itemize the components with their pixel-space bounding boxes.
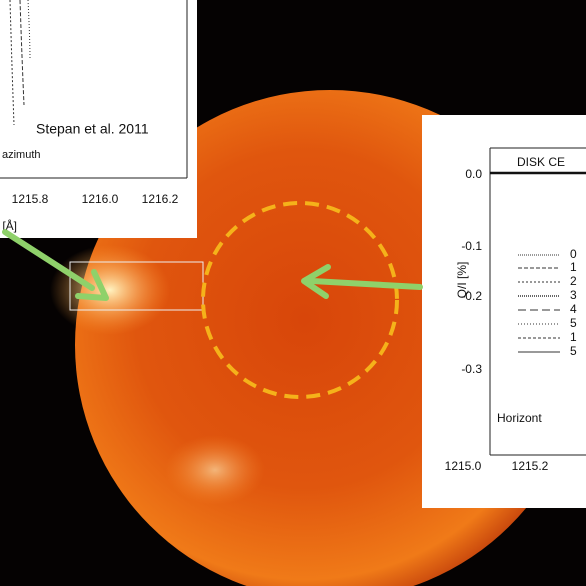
y-tick-label: -0.2 — [461, 289, 482, 303]
legend-label: 2 — [570, 274, 577, 288]
x-tick-label: 1216.2 — [142, 192, 179, 206]
x-tick-label: 1215.2 — [512, 459, 549, 473]
y-tick-label: -0.3 — [461, 362, 482, 376]
x-tick-label: 1215.8 — [12, 192, 49, 206]
note: Horizont — [497, 411, 542, 425]
legend-label: 1 — [570, 330, 577, 344]
legend-label: 4 — [570, 302, 577, 316]
y-tick-label: 0.0 — [465, 167, 482, 181]
screenshot: Stepan et al. 2011 azimuth 1215.8 1216.0… — [0, 0, 586, 586]
legend-label: 5 — [570, 316, 577, 330]
title: DISK CE — [517, 155, 565, 169]
bright-region — [165, 435, 265, 505]
legend-label: 5 — [570, 344, 577, 358]
legend-label: 0 — [570, 247, 577, 261]
legend-label: 1 — [570, 260, 577, 274]
credit: Stepan et al. 2011 — [36, 121, 149, 137]
y-tick-label: -0.1 — [461, 239, 482, 253]
legend-title: azimuth — [2, 149, 41, 161]
x-tick-label: 1216.0 — [82, 192, 119, 206]
legend-label: 3 — [570, 288, 577, 302]
bright-region — [50, 245, 170, 335]
x-tick-label: 1215.0 — [445, 459, 482, 473]
